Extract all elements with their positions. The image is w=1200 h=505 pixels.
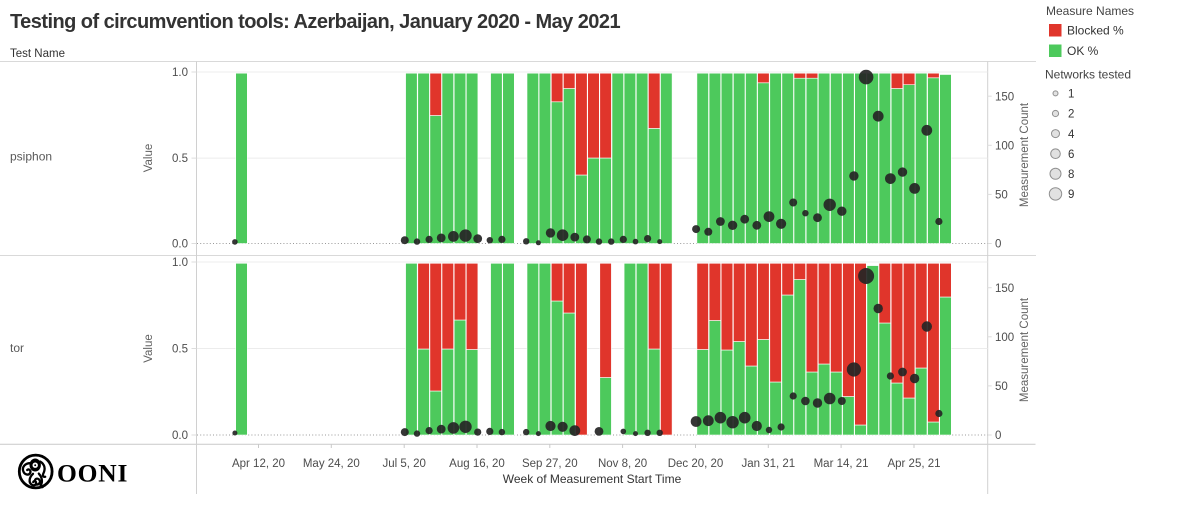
svg-text:psiphon: psiphon — [10, 150, 52, 164]
svg-text:Dec 20, 20: Dec 20, 20 — [668, 458, 724, 470]
svg-text:9: 9 — [1068, 189, 1074, 201]
svg-text:Jan 31, 21: Jan 31, 21 — [741, 458, 795, 470]
svg-text:Test Name: Test Name — [10, 48, 65, 60]
svg-text:150: 150 — [995, 91, 1014, 103]
svg-text:0: 0 — [995, 239, 1001, 251]
svg-text:50: 50 — [995, 190, 1008, 202]
svg-text:4: 4 — [1068, 129, 1075, 141]
svg-text:Value: Value — [143, 334, 155, 363]
svg-text:100: 100 — [995, 140, 1014, 152]
svg-text:May 24, 20: May 24, 20 — [303, 458, 360, 470]
svg-text:Week of Measurement Start Time: Week of Measurement Start Time — [503, 472, 682, 486]
svg-text:OK %: OK % — [1067, 44, 1099, 58]
svg-text:tor: tor — [10, 341, 24, 355]
svg-text:Measure Names: Measure Names — [1046, 4, 1134, 18]
svg-text:Mar 14, 21: Mar 14, 21 — [814, 458, 869, 470]
svg-text:0.0: 0.0 — [172, 239, 188, 251]
svg-text:Testing of circumvention tools: Testing of circumvention tools: Azerbaij… — [10, 11, 620, 33]
svg-text:1: 1 — [1068, 89, 1074, 101]
svg-text:8: 8 — [1068, 169, 1074, 181]
svg-text:150: 150 — [995, 283, 1014, 295]
svg-text:Nov 8, 20: Nov 8, 20 — [598, 458, 647, 470]
svg-text:Networks tested: Networks tested — [1045, 68, 1131, 82]
svg-text:Sep 27, 20: Sep 27, 20 — [522, 458, 578, 470]
svg-text:Value: Value — [143, 144, 155, 173]
svg-text:Blocked %: Blocked % — [1067, 24, 1124, 38]
svg-text:0.5: 0.5 — [172, 344, 188, 356]
svg-text:Apr 12, 20: Apr 12, 20 — [232, 458, 285, 470]
svg-text:50: 50 — [995, 381, 1008, 393]
svg-text:Apr 25, 21: Apr 25, 21 — [887, 458, 940, 470]
svg-text:100: 100 — [995, 332, 1014, 344]
svg-text:2: 2 — [1068, 109, 1074, 121]
svg-text:0.5: 0.5 — [172, 153, 188, 165]
svg-text:1.0: 1.0 — [172, 67, 188, 79]
svg-text:Jul 5, 20: Jul 5, 20 — [382, 458, 425, 470]
svg-text:0.0: 0.0 — [172, 430, 188, 442]
svg-text:Measurement Count: Measurement Count — [1019, 102, 1031, 207]
svg-text:Measurement Count: Measurement Count — [1019, 297, 1031, 402]
svg-text:0: 0 — [995, 430, 1001, 442]
svg-text:1.0: 1.0 — [172, 257, 188, 269]
svg-text:OONI: OONI — [57, 459, 128, 488]
svg-text:Aug 16, 20: Aug 16, 20 — [449, 458, 505, 470]
svg-text:6: 6 — [1068, 149, 1074, 161]
